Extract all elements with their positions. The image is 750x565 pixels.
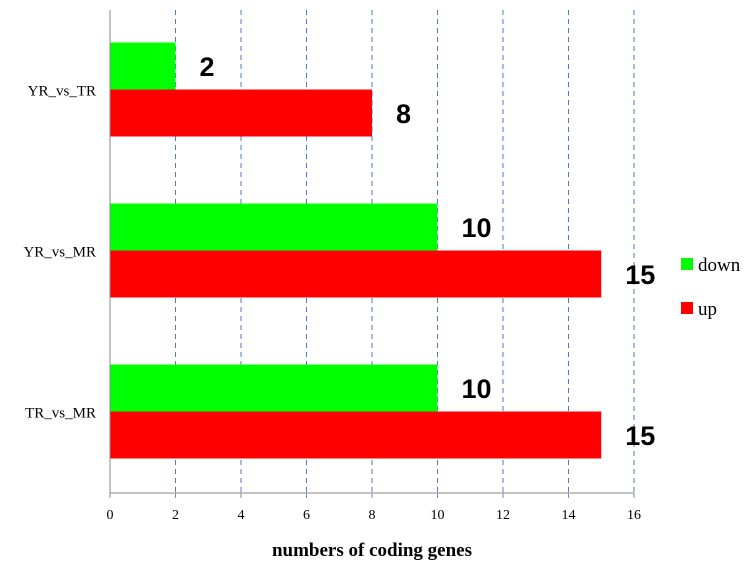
legend-label-down: down bbox=[698, 255, 741, 276]
x-tick-label: 16 bbox=[627, 508, 641, 523]
x-tick-label: 10 bbox=[431, 508, 445, 523]
legend-swatch-down bbox=[681, 258, 693, 270]
x-tick-label: 14 bbox=[562, 508, 576, 523]
x-tick-label: 12 bbox=[496, 508, 510, 523]
x-axis-label: numbers of coding genes bbox=[272, 540, 472, 561]
bar-up bbox=[110, 89, 372, 137]
value-labels: 2 8 10 15 10 15 bbox=[200, 52, 656, 451]
bar-down bbox=[110, 364, 438, 412]
data-label: 10 bbox=[462, 213, 492, 243]
category-label: YR_vs_MR bbox=[23, 245, 96, 261]
x-tick-label: 2 bbox=[172, 508, 179, 523]
data-label: 10 bbox=[462, 374, 492, 404]
x-tick-label: 8 bbox=[369, 508, 376, 523]
bar-up bbox=[110, 250, 602, 298]
axes bbox=[109, 10, 635, 498]
data-label: 8 bbox=[396, 99, 411, 129]
legend-swatch-up bbox=[681, 302, 693, 314]
category-label: YR_vs_TR bbox=[28, 84, 96, 100]
data-label: 2 bbox=[200, 52, 215, 82]
data-label: 15 bbox=[625, 260, 655, 290]
category-label: TR_vs_MR bbox=[25, 406, 96, 422]
legend-label-up: up bbox=[698, 299, 717, 320]
x-tick-labels: 0 2 4 6 8 10 12 14 16 bbox=[107, 508, 642, 523]
x-tick-label: 0 bbox=[107, 508, 114, 523]
data-label: 15 bbox=[625, 421, 655, 451]
bars bbox=[110, 42, 602, 459]
category-labels: YR_vs_TR YR_vs_MR TR_vs_MR bbox=[23, 84, 96, 422]
legend: down up bbox=[681, 255, 741, 320]
x-tick-label: 4 bbox=[238, 508, 245, 523]
bar-down bbox=[110, 42, 176, 90]
x-tick-label: 6 bbox=[303, 508, 310, 523]
bar-down bbox=[110, 203, 438, 251]
bar-up bbox=[110, 411, 602, 459]
